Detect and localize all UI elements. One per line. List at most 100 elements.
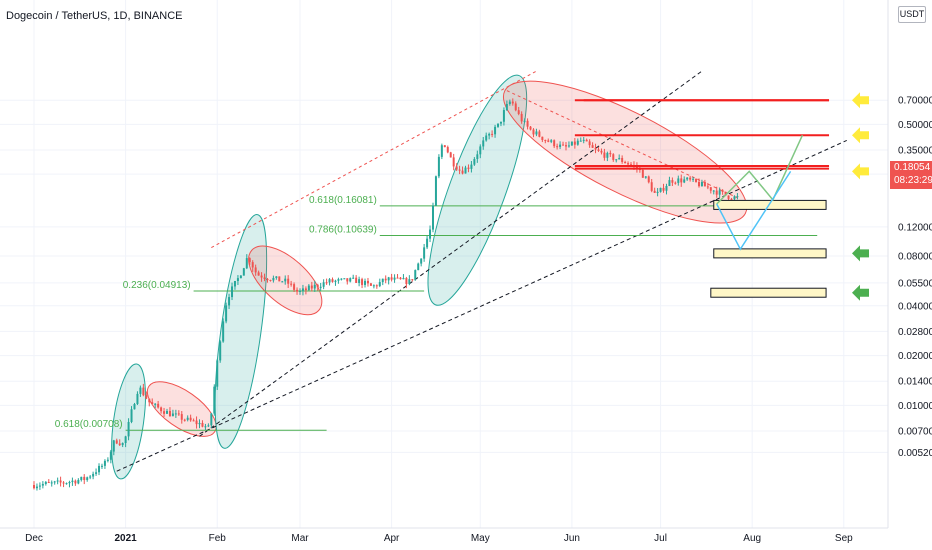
sell-arrow-icon — [852, 127, 869, 144]
time-axis[interactable]: Dec 2021 Feb Mar Apr May Jun Jul Aug Sep — [25, 533, 853, 544]
candle-body — [198, 422, 201, 425]
candle-body — [627, 163, 630, 165]
candle-body — [313, 284, 316, 289]
fib-label: 0.618(0.16081) — [309, 195, 377, 206]
candle-body — [133, 403, 136, 410]
candle-body — [168, 410, 171, 417]
candle-body — [476, 154, 479, 160]
candle-body — [165, 410, 168, 414]
candle-body — [38, 485, 41, 487]
candle-body — [251, 262, 254, 268]
candle-body — [322, 282, 325, 287]
candle-body — [485, 135, 488, 141]
candle-body — [257, 272, 260, 276]
fib-label: 0.236(0.04913) — [123, 280, 191, 291]
candle-body — [272, 277, 275, 281]
candle-body — [266, 278, 269, 281]
wave-ellipse — [427, 74, 528, 306]
candle-body — [53, 481, 56, 483]
candle-body — [520, 113, 523, 122]
candle-body — [733, 196, 736, 200]
candle-body — [346, 278, 349, 282]
candle-body — [671, 180, 674, 183]
candle-body — [118, 443, 121, 446]
candle-body — [659, 187, 662, 192]
candle-body — [331, 279, 334, 282]
candle-body — [124, 436, 127, 444]
buy-arrow-icon — [852, 284, 869, 301]
candle-body — [414, 270, 417, 280]
candle-body — [579, 140, 582, 142]
candle-body — [452, 157, 455, 167]
candle-body — [355, 277, 358, 283]
candle-body — [417, 263, 420, 271]
candle-body — [62, 482, 65, 484]
support-zone — [710, 287, 827, 298]
candle-body — [231, 286, 234, 298]
candle-body — [695, 178, 698, 182]
candle-body — [98, 465, 101, 473]
candle-body — [139, 387, 142, 394]
candle-body — [160, 407, 163, 412]
candle-body — [154, 403, 157, 405]
time-tick-label: Sep — [835, 533, 853, 544]
price-axis[interactable]: 0.700000.500000.350000.250000.120000.080… — [898, 96, 932, 459]
candle-body — [103, 460, 106, 466]
support-zone — [713, 199, 827, 210]
candle-body — [718, 190, 721, 195]
price-tick-label: 0.00700 — [898, 427, 932, 438]
candle-body — [541, 136, 544, 140]
candle-body — [71, 480, 74, 483]
candle-body — [712, 190, 715, 192]
candle-body — [225, 305, 228, 322]
candle-body — [121, 443, 124, 446]
candle-body — [263, 277, 266, 279]
time-tick-label: Feb — [209, 533, 227, 544]
fib-label: 0.786(0.10639) — [309, 225, 377, 236]
candle-body — [340, 278, 343, 280]
candle-body — [600, 150, 603, 153]
candle-body — [213, 386, 216, 414]
candle-body — [41, 483, 44, 486]
candle-body — [689, 177, 692, 180]
candle-body — [473, 159, 476, 165]
currency-button[interactable]: USDT — [898, 6, 926, 23]
candle-body — [33, 485, 35, 489]
time-tick-label: May — [471, 533, 490, 544]
wave-ellipse — [502, 80, 748, 224]
chart-title: Dogecoin / TetherUS, 1D, BINANCE — [6, 10, 183, 22]
price-tick-label: 0.04000 — [898, 301, 932, 312]
candle-body — [461, 170, 464, 174]
candle-body — [254, 267, 257, 273]
candle-body — [307, 285, 310, 291]
candle-body — [535, 131, 538, 135]
projection-paths — [716, 134, 804, 251]
projection-path-blue — [716, 170, 792, 251]
candle-body — [449, 152, 452, 158]
candle-body — [588, 141, 591, 146]
candle-body — [109, 451, 112, 460]
candle-body — [724, 191, 727, 196]
candle-body — [517, 110, 520, 114]
candle-body — [396, 277, 399, 279]
wave-ellipse — [146, 381, 217, 437]
candle-body — [603, 152, 606, 158]
candle-body — [526, 120, 529, 127]
price-tick-label: 0.12000 — [898, 222, 932, 233]
candle-body — [727, 195, 730, 199]
candle-body — [479, 146, 482, 155]
candle-body — [86, 477, 89, 480]
price-tick-label: 0.50000 — [898, 120, 932, 131]
candle-body — [298, 290, 301, 292]
price-tick-label: 0.08000 — [898, 252, 932, 263]
candle-body — [697, 181, 700, 187]
candle-body — [207, 425, 210, 427]
candle-body — [429, 229, 432, 239]
candle-body — [136, 393, 139, 404]
candle-body — [204, 426, 207, 428]
candle-body — [647, 176, 650, 183]
candle-body — [349, 278, 352, 282]
candle-body — [665, 186, 668, 191]
candle-body — [77, 479, 80, 484]
